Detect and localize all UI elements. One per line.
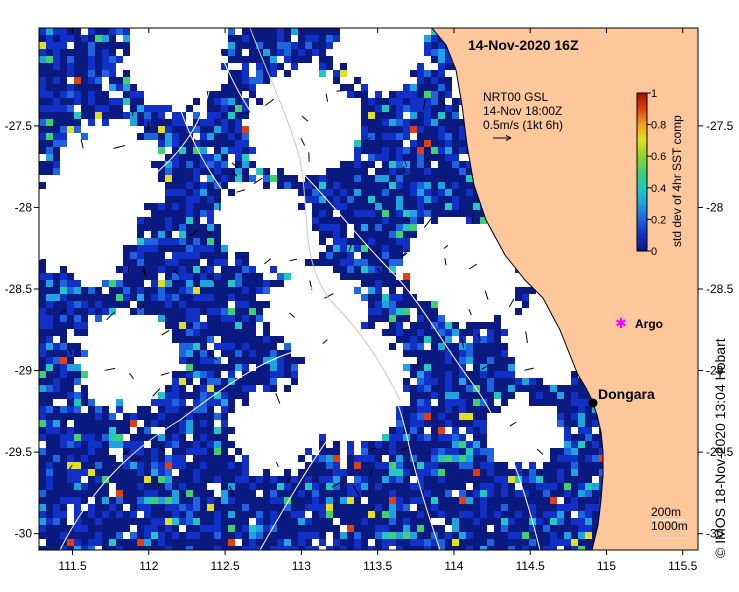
vector-source: NRT00 GSL bbox=[483, 90, 548, 104]
vector-scale: 0.5m/s (1kt 6h) bbox=[483, 118, 563, 132]
contour-legend: 200m 1000m bbox=[651, 505, 688, 537]
colorbar-tick-label: 0.8 bbox=[651, 120, 666, 132]
argo-label: Argo bbox=[635, 317, 663, 331]
imos-credit: © IMOS 18-Nov-2020 13:04 Hobart bbox=[712, 338, 728, 558]
x-tick-label: 111.5 bbox=[58, 559, 87, 573]
x-tick-label: 113 bbox=[292, 559, 311, 573]
y-tick-label: -30 bbox=[15, 527, 33, 541]
colorbar-tick-label: 0.4 bbox=[651, 183, 666, 195]
vector-time: 14-Nov 18:00Z bbox=[483, 104, 562, 118]
argo-marker[interactable]: ✱ Argo bbox=[615, 315, 663, 331]
y-tick-label: -29.5 bbox=[5, 445, 33, 459]
x-tick-label: 114 bbox=[444, 559, 463, 573]
x-tick-label: 115 bbox=[597, 559, 616, 573]
dongara-marker[interactable]: Dongara bbox=[588, 386, 656, 408]
y-tick-label: -28 bbox=[15, 200, 33, 214]
y-tick-label-right: -28 bbox=[706, 200, 724, 214]
x-tick-label: 112.5 bbox=[211, 559, 240, 573]
x-tick-label: 113.5 bbox=[363, 559, 392, 573]
y-tick-label-right: -30 bbox=[706, 527, 724, 541]
land-mass bbox=[431, 28, 698, 550]
contour-1000m-label: 1000m bbox=[651, 519, 688, 533]
bathymetry-contours bbox=[39, 28, 541, 550]
colorbar-ramp bbox=[636, 92, 648, 252]
argo-star-icon: ✱ bbox=[615, 315, 627, 331]
y-tick-label-right: -29.5 bbox=[706, 445, 734, 459]
x-tick-label: 114.5 bbox=[516, 559, 545, 573]
y-tick-label: -29 bbox=[15, 364, 33, 378]
colorbar-tick-label: 0 bbox=[651, 246, 657, 258]
y-tick-label: -27.5 bbox=[5, 119, 33, 133]
colorbar-tick-label: 0.6 bbox=[651, 151, 666, 163]
contour-200m-label: 200m bbox=[651, 505, 681, 519]
map-title: 14-Nov-2020 16Z bbox=[468, 37, 579, 53]
vector-scale-arrow bbox=[493, 135, 512, 141]
x-tick-label: 115.5 bbox=[668, 559, 697, 573]
axis-ticks: 111.5 112 112.5 113 113.5 114 114.5 115 115.5 -27… bbox=[5, 28, 734, 573]
colorbar-tick-label: 0.2 bbox=[651, 214, 666, 226]
current-vectors bbox=[60, 90, 544, 496]
colorbar: 0 0.2 0.4 0.6 0.8 1 std dev of 4hr SST comp bbox=[636, 88, 684, 258]
dongara-label: Dongara bbox=[598, 386, 655, 402]
y-tick-label: -28.5 bbox=[5, 282, 33, 296]
colorbar-tick-label: 1 bbox=[651, 88, 657, 100]
y-tick-label-right: -27.5 bbox=[706, 119, 734, 133]
x-tick-label: 112 bbox=[139, 559, 158, 573]
y-tick-label-right: -29 bbox=[706, 364, 724, 378]
dongara-dot-icon bbox=[588, 398, 598, 408]
y-tick-label-right: -28.5 bbox=[706, 282, 734, 296]
colorbar-label: std dev of 4hr SST comp bbox=[670, 115, 684, 247]
